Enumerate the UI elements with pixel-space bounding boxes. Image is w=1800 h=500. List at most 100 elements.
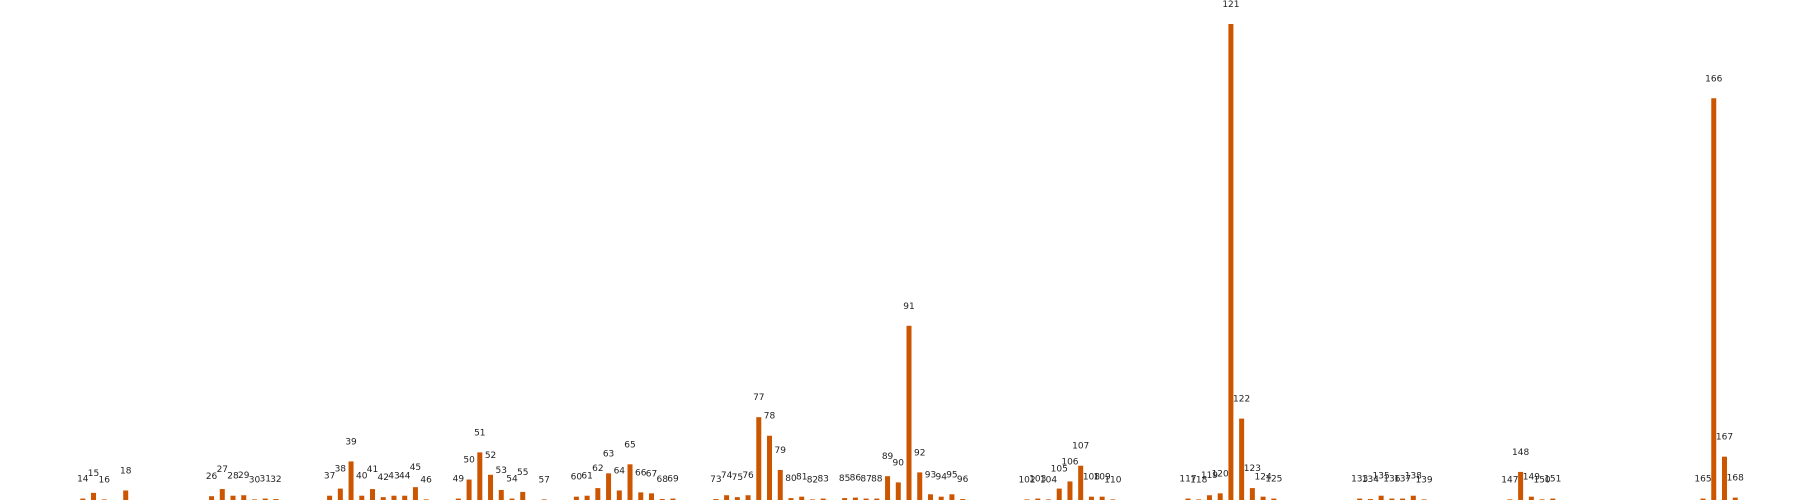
bar-label-46: 46: [420, 475, 432, 485]
bar-79: [777, 470, 783, 500]
bar-94: [938, 496, 944, 500]
bar-label-136: 136: [1383, 475, 1400, 485]
bar-123: [1249, 488, 1255, 500]
bar-label-32: 32: [270, 475, 281, 485]
bar-166: [1711, 98, 1717, 500]
bar-label-83: 83: [817, 475, 828, 485]
bar-label-94: 94: [935, 473, 947, 483]
bars-layer: [80, 24, 1738, 500]
bar-149: [1528, 496, 1534, 500]
bar-label-80: 80: [785, 474, 797, 484]
bar-26: [209, 496, 215, 500]
bar-label-106: 106: [1061, 457, 1078, 467]
bar-label-39: 39: [345, 437, 357, 447]
bar-label-85: 85: [839, 474, 850, 484]
bar-label-37: 37: [324, 472, 335, 482]
bar-60: [573, 496, 579, 500]
bar-label-68: 68: [656, 475, 668, 485]
bar-label-125: 125: [1265, 475, 1282, 485]
bar-label-69: 69: [667, 475, 679, 485]
bar-77: [756, 417, 762, 500]
bar-label-63: 63: [603, 449, 614, 459]
bar-label-95: 95: [946, 470, 957, 480]
bar-151: [1550, 498, 1556, 500]
bar-54: [509, 498, 515, 500]
bar-67: [648, 493, 654, 500]
bar-label-77: 77: [753, 393, 764, 403]
bar-95: [949, 494, 955, 500]
bar-label-167: 167: [1716, 433, 1733, 443]
bar-label-64: 64: [614, 466, 626, 476]
bar-label-90: 90: [893, 458, 905, 468]
bar-39: [348, 461, 354, 500]
bar-label-149: 149: [1523, 473, 1540, 483]
bar-label-51: 51: [474, 428, 485, 438]
bar-91: [906, 325, 912, 500]
bar-125: [1271, 498, 1277, 500]
bar-label-150: 150: [1533, 475, 1550, 485]
bar-label-120: 120: [1212, 469, 1229, 479]
bar-label-79: 79: [775, 446, 787, 456]
bar-87: [863, 498, 869, 500]
bar-107: [1078, 465, 1084, 500]
bar-label-61: 61: [581, 472, 592, 482]
bar-label-60: 60: [571, 473, 583, 483]
bar-label-166: 166: [1705, 74, 1722, 84]
bar-label-29: 29: [238, 471, 250, 481]
bar-133: [1357, 498, 1363, 500]
bar-label-86: 86: [850, 474, 862, 484]
bar-62: [595, 488, 601, 500]
bar-label-89: 89: [882, 452, 894, 462]
bar-37: [327, 495, 333, 500]
bar-label-151: 151: [1544, 475, 1561, 485]
bar-label-15: 15: [88, 469, 99, 479]
bar-120: [1217, 493, 1223, 500]
bar-label-81: 81: [796, 473, 807, 483]
bar-label-91: 91: [903, 302, 914, 312]
bar-label-76: 76: [742, 471, 754, 481]
bar-label-92: 92: [914, 448, 925, 458]
bar-168: [1732, 497, 1738, 500]
bar-label-147: 147: [1501, 475, 1518, 485]
bar-51: [477, 452, 483, 500]
bar-88: [874, 498, 880, 500]
bar-66: [638, 492, 644, 500]
bar-label-43: 43: [388, 472, 399, 482]
bar-109: [1099, 496, 1105, 500]
bar-119: [1206, 495, 1212, 500]
bar-75: [734, 497, 740, 500]
bar-label-103: 103: [1029, 475, 1046, 485]
bar-135: [1378, 495, 1384, 500]
bar-103: [1035, 498, 1041, 500]
bar-83: [820, 498, 826, 500]
bar-label-168: 168: [1727, 474, 1744, 484]
bar-label-108: 108: [1083, 473, 1100, 483]
bar-29: [241, 495, 247, 500]
bar-label-26: 26: [206, 472, 218, 482]
bar-label-139: 139: [1415, 475, 1432, 485]
bar-label-104: 104: [1040, 475, 1057, 485]
bar-label-134: 134: [1362, 475, 1379, 485]
bar-label-54: 54: [506, 475, 518, 485]
bar-label-137: 137: [1394, 475, 1411, 485]
bar-label-53: 53: [496, 466, 507, 476]
bar-50: [466, 479, 472, 500]
bar-label-16: 16: [99, 475, 111, 485]
bar-167: [1721, 456, 1727, 500]
bar-138: [1410, 495, 1416, 500]
bar-165: [1700, 498, 1706, 500]
bar-53: [498, 490, 504, 500]
bar-label-40: 40: [356, 472, 368, 482]
bar-label-107: 107: [1072, 442, 1089, 452]
bar-69: [670, 498, 676, 500]
bar-45: [412, 487, 418, 500]
bar-61: [584, 495, 590, 500]
bar-63: [606, 473, 612, 500]
bar-121: [1228, 24, 1234, 500]
bar-28: [230, 495, 236, 500]
bar-42: [380, 497, 386, 500]
bar-label-57: 57: [538, 475, 549, 485]
bar-label-122: 122: [1233, 395, 1250, 405]
